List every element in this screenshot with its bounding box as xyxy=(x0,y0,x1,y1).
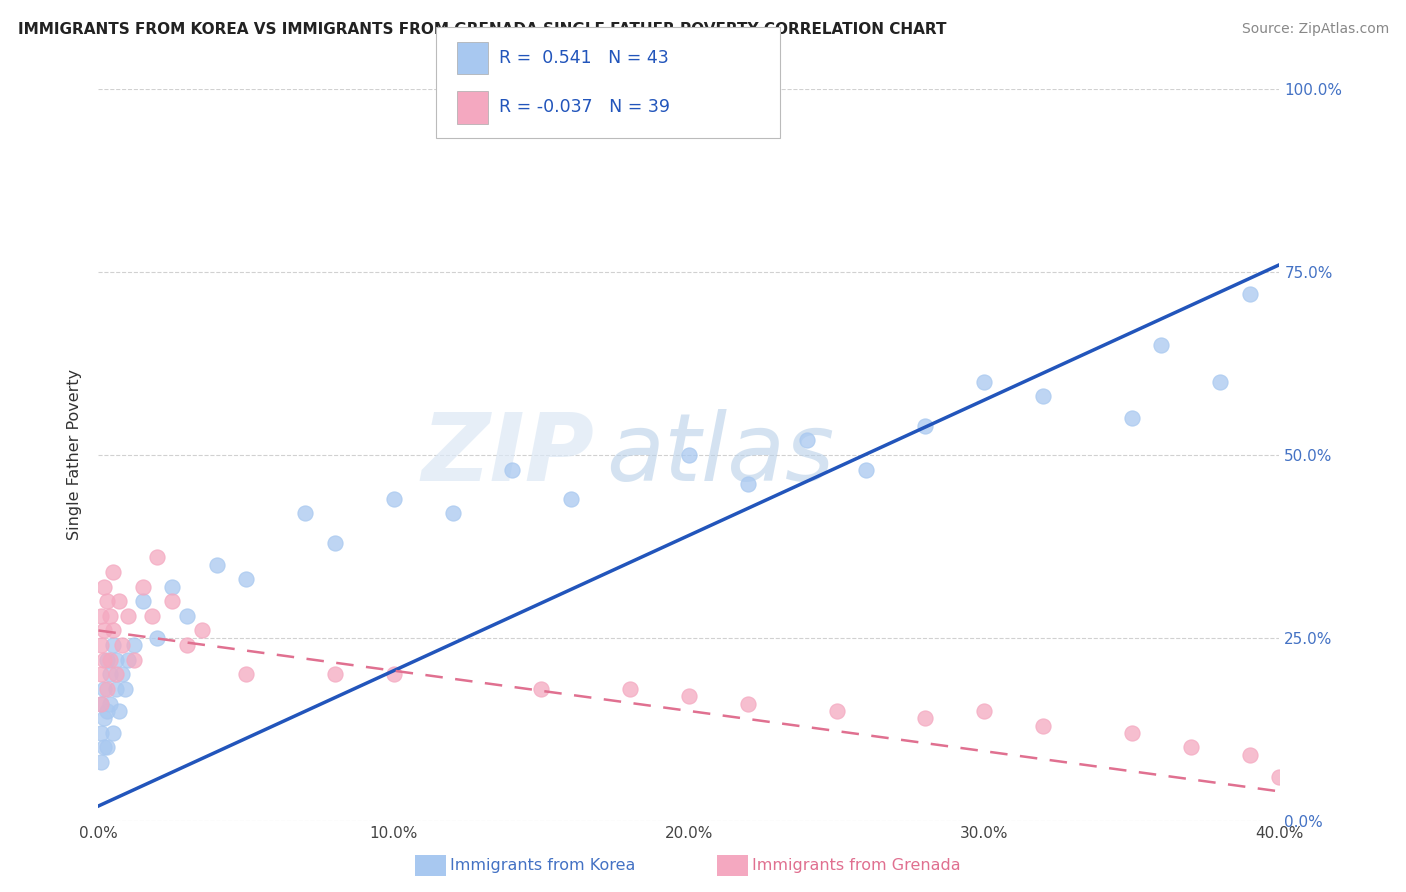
Point xyxy=(1239,287,1261,301)
Point xyxy=(162,580,183,594)
Point xyxy=(1121,726,1143,740)
Point xyxy=(98,697,121,711)
Text: atlas: atlas xyxy=(606,409,835,500)
Point xyxy=(108,704,131,718)
Point xyxy=(914,711,936,725)
Point xyxy=(93,624,115,638)
Point xyxy=(90,667,112,681)
Point xyxy=(90,697,112,711)
Point xyxy=(560,491,582,506)
Point xyxy=(1032,389,1054,403)
Point xyxy=(117,608,139,623)
Point xyxy=(235,572,257,586)
Point xyxy=(122,653,145,667)
Point xyxy=(90,726,112,740)
Point xyxy=(96,740,118,755)
Point xyxy=(382,491,405,506)
Point xyxy=(93,580,115,594)
Point xyxy=(1150,338,1173,352)
Point xyxy=(825,704,848,718)
Point xyxy=(441,507,464,521)
Point xyxy=(96,594,118,608)
Point xyxy=(90,638,112,652)
Point xyxy=(1121,411,1143,425)
Point xyxy=(90,755,112,769)
Point xyxy=(678,448,700,462)
Point xyxy=(678,690,700,704)
Point xyxy=(162,594,183,608)
Point xyxy=(235,667,257,681)
Text: R =  0.541   N = 43: R = 0.541 N = 43 xyxy=(499,49,669,67)
Point xyxy=(1032,718,1054,732)
Point xyxy=(93,681,115,696)
Point xyxy=(96,681,118,696)
Point xyxy=(205,558,228,572)
Point xyxy=(105,667,128,681)
Point xyxy=(93,653,115,667)
Point xyxy=(96,653,118,667)
Point xyxy=(93,740,115,755)
Point xyxy=(737,697,759,711)
Y-axis label: Single Father Poverty: Single Father Poverty xyxy=(67,369,83,541)
Point xyxy=(105,681,128,696)
Point xyxy=(1268,770,1291,784)
Point xyxy=(973,704,995,718)
Point xyxy=(90,608,112,623)
Point xyxy=(98,608,121,623)
Point xyxy=(117,653,139,667)
Point xyxy=(146,631,169,645)
Point xyxy=(530,681,553,696)
Point xyxy=(103,624,125,638)
Point xyxy=(323,667,346,681)
Point xyxy=(323,535,346,549)
Point xyxy=(1239,747,1261,762)
Point xyxy=(98,667,121,681)
Point xyxy=(382,667,405,681)
Point xyxy=(103,726,125,740)
Point xyxy=(93,711,115,725)
Point xyxy=(132,594,155,608)
Point xyxy=(973,375,995,389)
Point xyxy=(111,638,134,652)
Point xyxy=(796,434,818,448)
Text: IMMIGRANTS FROM KOREA VS IMMIGRANTS FROM GRENADA SINGLE FATHER POVERTY CORRELATI: IMMIGRANTS FROM KOREA VS IMMIGRANTS FROM… xyxy=(18,22,946,37)
Point xyxy=(501,462,523,476)
Point xyxy=(90,697,112,711)
Point xyxy=(1209,375,1232,389)
Point xyxy=(122,638,145,652)
Point xyxy=(1180,740,1202,755)
Text: ZIP: ZIP xyxy=(422,409,595,501)
Point xyxy=(146,550,169,565)
Point xyxy=(176,608,198,623)
Point xyxy=(103,638,125,652)
Point xyxy=(108,594,131,608)
Point xyxy=(98,653,121,667)
Point xyxy=(619,681,641,696)
Point xyxy=(96,704,118,718)
Text: Immigrants from Grenada: Immigrants from Grenada xyxy=(752,858,960,872)
Point xyxy=(176,638,198,652)
Point xyxy=(294,507,316,521)
Point xyxy=(114,681,136,696)
Text: Immigrants from Korea: Immigrants from Korea xyxy=(450,858,636,872)
Point xyxy=(737,477,759,491)
Point xyxy=(141,608,163,623)
Point xyxy=(914,418,936,433)
Text: R = -0.037   N = 39: R = -0.037 N = 39 xyxy=(499,98,671,117)
Point xyxy=(105,653,128,667)
Point xyxy=(111,667,134,681)
Point xyxy=(191,624,214,638)
Point xyxy=(855,462,877,476)
Point xyxy=(103,565,125,579)
Text: Source: ZipAtlas.com: Source: ZipAtlas.com xyxy=(1241,22,1389,37)
Point xyxy=(132,580,155,594)
